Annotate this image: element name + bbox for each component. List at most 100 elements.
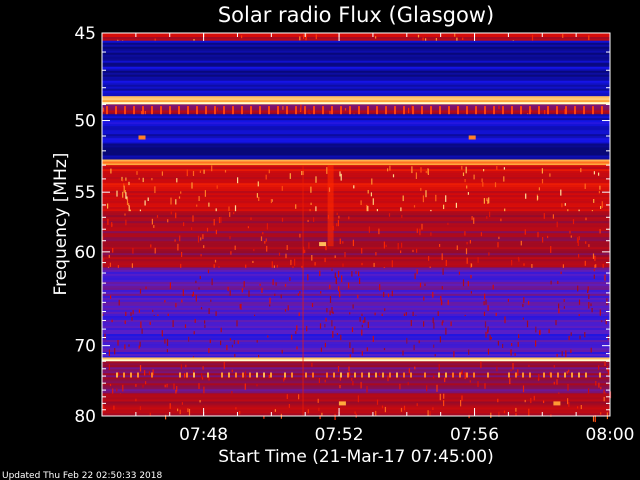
speckle: [603, 389, 605, 396]
speckle: [413, 344, 415, 351]
spectrum-row: [102, 251, 610, 254]
spectrum-row: [102, 389, 610, 392]
speckle: [450, 321, 452, 327]
speckle: [274, 293, 276, 296]
marker: [268, 106, 270, 115]
speckle: [331, 320, 333, 327]
speckle: [453, 351, 455, 358]
speckle: [311, 255, 313, 261]
spectrum-row: [102, 383, 610, 386]
spectrum-row: [102, 326, 610, 329]
speckle: [492, 284, 494, 290]
spectrum-band: [102, 316, 610, 363]
speckle: [125, 192, 127, 199]
intensity-spot: [338, 401, 346, 406]
speckle: [413, 205, 416, 208]
speckle: [470, 291, 472, 294]
speckle: [218, 217, 221, 224]
speckle: [428, 256, 430, 261]
speckle: [425, 190, 427, 198]
speckle: [352, 239, 354, 247]
dot: [123, 372, 125, 378]
speckle: [109, 383, 112, 387]
x-tick-label: 08:00: [586, 425, 635, 445]
speckle: [469, 240, 471, 244]
speckle: [522, 317, 524, 320]
spectrum-row: [102, 145, 610, 148]
speckle: [200, 307, 203, 310]
speckle: [204, 324, 206, 328]
speckle: [184, 324, 187, 328]
speckle: [432, 291, 434, 298]
speckle: [300, 104, 302, 112]
speckle: [178, 196, 181, 199]
speckle: [179, 235, 181, 242]
spectrum-row: [102, 257, 610, 260]
spectrum-row: [102, 96, 610, 99]
speckle: [165, 414, 167, 420]
speckle: [549, 173, 551, 177]
spectrum-band: [102, 143, 610, 160]
speckle: [185, 364, 187, 368]
speckle: [262, 232, 264, 235]
speckle: [503, 176, 505, 182]
spectrum-row: [102, 185, 610, 188]
marker: [304, 106, 306, 115]
speckle: [584, 260, 586, 266]
spectrum-row: [102, 299, 610, 303]
speckle: [423, 296, 425, 301]
speckle: [577, 285, 579, 292]
marker: [412, 106, 414, 115]
speckle: [123, 185, 125, 193]
speckle: [385, 244, 387, 247]
spectrum-row: [102, 136, 610, 139]
speckle: [299, 291, 301, 294]
speckle: [489, 211, 491, 217]
speckle: [136, 171, 138, 175]
speckle: [195, 280, 197, 284]
spectrum-row: [102, 108, 610, 111]
spectrum-row: [102, 199, 610, 202]
spectrum-row: [102, 183, 610, 186]
spectrum-row: [102, 78, 610, 82]
speckle: [338, 286, 340, 292]
speckle: [108, 349, 110, 357]
speckle: [130, 312, 132, 318]
speckle: [594, 255, 596, 261]
speckle: [319, 415, 321, 420]
speckle: [603, 396, 605, 402]
dot: [578, 372, 580, 378]
speckle: [379, 284, 381, 291]
spectrum-row: [102, 344, 610, 347]
speckle: [584, 332, 586, 338]
speckle: [201, 373, 203, 378]
speckle: [486, 198, 488, 202]
spectrum-row: [102, 175, 610, 178]
speckle: [593, 269, 595, 272]
marker: [178, 106, 180, 115]
spectrum-row: [102, 70, 610, 74]
speckle: [600, 206, 602, 209]
speckle: [538, 374, 540, 381]
speckle: [192, 170, 195, 176]
spectrum-row: [102, 313, 610, 317]
spectrum-row: [102, 76, 610, 80]
speckle: [313, 217, 315, 222]
speckle: [267, 335, 269, 338]
dot: [151, 372, 153, 378]
speckle: [420, 167, 422, 173]
marker: [277, 106, 279, 115]
speckle: [211, 278, 213, 286]
speckle: [331, 268, 333, 271]
speckle: [261, 287, 263, 293]
spectrum-row: [102, 167, 610, 170]
spectrum-row: [102, 187, 610, 190]
speckle: [381, 313, 383, 317]
speckle: [387, 168, 389, 172]
speckle: [126, 196, 128, 200]
speckle: [139, 365, 142, 372]
speckle: [567, 384, 569, 391]
speckle: [378, 372, 381, 376]
speckle: [511, 343, 513, 347]
marker: [574, 106, 576, 115]
